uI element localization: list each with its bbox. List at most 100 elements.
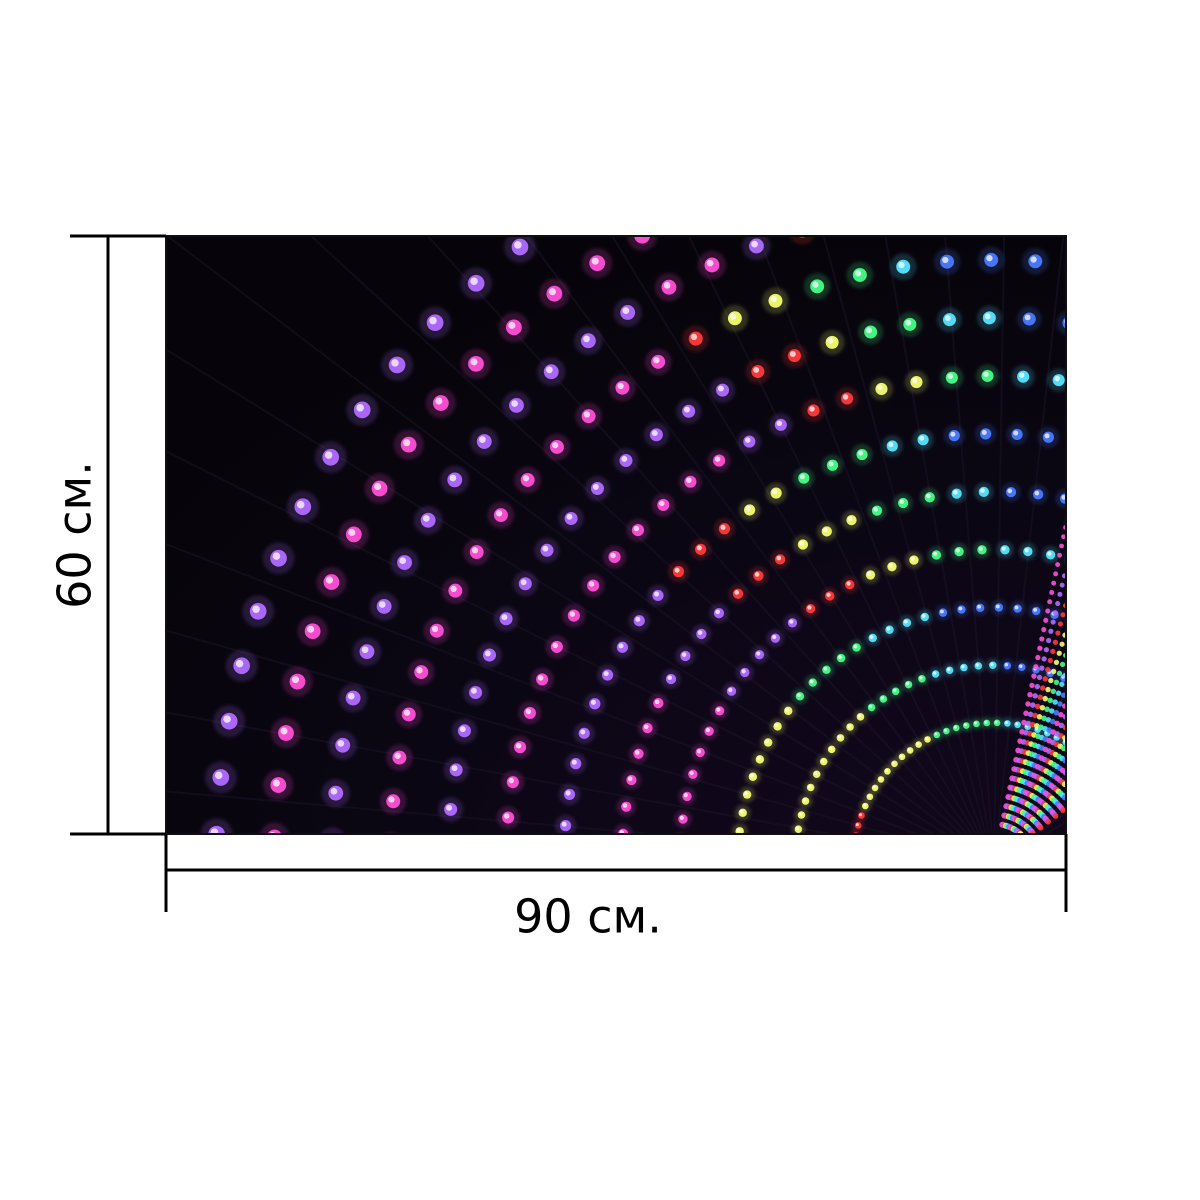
led-dot [1134, 454, 1145, 465]
led-glow [722, 176, 752, 206]
led-highlight [495, 510, 503, 517]
led-dot [937, 196, 952, 211]
led-highlight [745, 506, 751, 512]
rainbow-ray-dot [1035, 654, 1041, 661]
led-highlight [1124, 390, 1129, 395]
led-highlight [444, 845, 450, 851]
rainbow-ray-dot [1058, 711, 1064, 718]
led-highlight [739, 809, 744, 814]
led-highlight [1044, 433, 1050, 439]
led-glow [927, 131, 957, 161]
led-highlight [877, 384, 883, 391]
led-dot [558, 206, 575, 223]
led-glow [979, 188, 1007, 216]
led-highlight [378, 601, 386, 608]
led-dot [1192, 479, 1200, 490]
led-glow [1116, 635, 1132, 651]
tunnel-rib [884, 236, 990, 834]
led-glow [1104, 778, 1117, 791]
led-dot [1082, 201, 1097, 216]
led-highlight [990, 80, 998, 88]
led-highlight [1054, 375, 1060, 382]
led-dot [1144, 153, 1160, 169]
led-highlight [891, 204, 898, 211]
led-highlight [1015, 722, 1019, 726]
rainbow-ray-dot [1030, 702, 1036, 708]
rainbow-ray-dot [1060, 745, 1066, 752]
led-highlight [1179, 225, 1186, 232]
led-highlight [802, 798, 807, 802]
led-glow [259, 875, 289, 905]
rainbow-ray-dot [1046, 637, 1052, 644]
rainbow-ray-dot [1045, 717, 1052, 723]
led-highlight [403, 709, 411, 716]
led-highlight [1154, 592, 1158, 596]
led-highlight [1160, 99, 1168, 107]
led-highlight [984, 720, 988, 724]
led-dot [501, 883, 513, 895]
led-highlight [793, 855, 796, 858]
rainbow-ray-dot [1039, 665, 1045, 671]
led-highlight [886, 626, 891, 631]
led-dot [1178, 685, 1186, 693]
led-highlight [361, 646, 369, 654]
rainbow-ray-dot [1050, 648, 1056, 655]
led-dot [208, 883, 225, 900]
led-highlight [705, 727, 711, 733]
led-highlight [1095, 766, 1098, 769]
led-glow [1139, 729, 1153, 743]
led-highlight [696, 545, 702, 551]
led-dot [882, 144, 898, 160]
led-dot [850, 863, 857, 870]
led-dot [1101, 86, 1118, 103]
led-highlight [1036, 198, 1043, 205]
rainbow-ray-dot [1043, 647, 1049, 653]
led-highlight [422, 515, 430, 522]
led-highlight [537, 675, 544, 681]
led-highlight [674, 567, 680, 573]
led-highlight [592, 483, 599, 490]
led-highlight [934, 82, 942, 90]
led-highlight [898, 261, 905, 269]
led-highlight [635, 616, 641, 622]
led-highlight [736, 828, 741, 833]
led-dot [1162, 529, 1172, 539]
led-highlight [989, 138, 996, 145]
led-highlight [1121, 640, 1125, 644]
led-glow [1186, 613, 1200, 631]
led-highlight [745, 437, 751, 443]
led-highlight [823, 666, 828, 671]
led-glow [731, 879, 747, 895]
led-highlight [514, 241, 522, 249]
led-glow [676, 832, 685, 834]
led-glow [1168, 599, 1186, 617]
led-glow [1068, 742, 1081, 755]
led-highlight [446, 804, 452, 811]
rainbow-ray-dot [1055, 630, 1061, 636]
led-highlight [1070, 617, 1074, 621]
led-dot [730, 183, 746, 199]
led-dot [1111, 702, 1119, 710]
rainbow-ray-dot [1039, 704, 1046, 711]
led-dot [1172, 603, 1181, 612]
led-highlight [1080, 752, 1083, 755]
led-glow [867, 78, 899, 110]
led-highlight [981, 429, 987, 435]
led-highlight [269, 885, 276, 892]
led-highlight [1004, 663, 1009, 667]
led-highlight [838, 655, 842, 659]
led-highlight [627, 776, 633, 782]
led-highlight [1164, 531, 1169, 536]
led-highlight [829, 746, 833, 751]
led-glow [1172, 340, 1197, 365]
led-highlight [1187, 544, 1192, 549]
led-highlight [1180, 348, 1186, 354]
led-highlight [459, 726, 466, 733]
led-highlight [515, 742, 522, 749]
led-dot [607, 176, 624, 193]
led-highlight [932, 671, 937, 675]
led-highlight [963, 723, 967, 727]
led-highlight [1102, 774, 1105, 777]
led-highlight [772, 489, 778, 495]
rainbow-ray-dot [1052, 610, 1058, 616]
